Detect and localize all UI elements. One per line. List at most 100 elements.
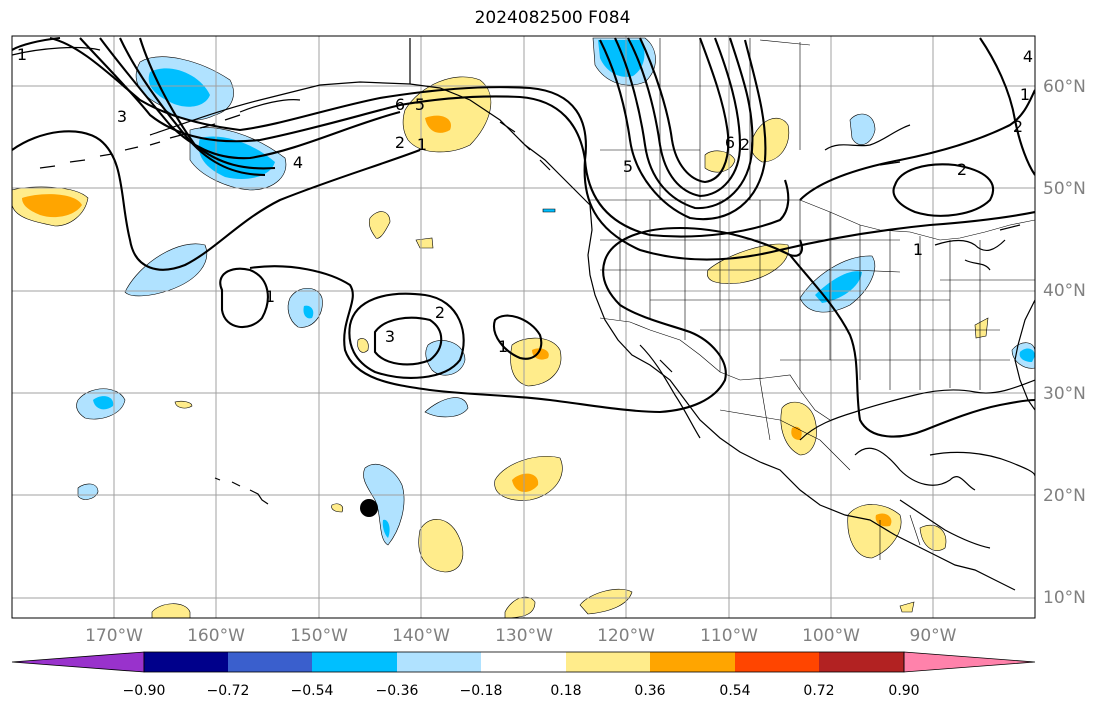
pos-area-west-core	[22, 194, 82, 218]
pos-area-gulf-alaska	[402, 76, 492, 153]
colorbar-segment	[228, 652, 312, 672]
lat-label: 50°N	[1043, 179, 1086, 199]
colorbar-tick-label: −0.72	[206, 683, 250, 699]
neg-area-plains-core	[815, 271, 862, 303]
contour-ridge-1	[599, 39, 767, 221]
neg-area-east-core	[1019, 348, 1035, 362]
lat-label: 30°N	[1043, 384, 1086, 404]
contour-labels: 6 5 4 3 3 2 2 2 2 2 1 1 1 1 1 1 5 6 4	[17, 45, 1033, 356]
contour-ridge-2	[614, 37, 754, 210]
positive-anomaly-areas	[12, 76, 989, 618]
colorbar-tick-label: 0.72	[803, 683, 835, 699]
contour-label: 1	[417, 135, 427, 154]
contour-label: 2	[395, 133, 405, 152]
canada-provinces	[600, 38, 811, 200]
pos-area-sth2	[504, 596, 536, 618]
contour-closed-2	[348, 292, 465, 379]
colorbar-segment	[481, 652, 566, 672]
pos-area-gulf-alaska-core	[425, 115, 451, 133]
lon-label: 110°W	[700, 626, 758, 646]
contour-4	[99, 37, 401, 160]
neg-area-small	[542, 208, 556, 213]
neg-area-hawaii-core	[382, 519, 390, 538]
contour-1-se	[789, 254, 1035, 438]
bc-islands	[499, 121, 551, 171]
coastlines	[12, 38, 1035, 591]
graticule	[12, 36, 1035, 618]
great-lakes	[934, 224, 1021, 271]
map-area: 6 5 4 3 3 2 2 2 2 2 1 1 1 1 1 1 5 6 4	[12, 36, 1035, 618]
colorbar-segment	[819, 652, 904, 672]
lon-label: 170°W	[85, 626, 143, 646]
colorbar-tick-label: −0.18	[459, 683, 503, 699]
contour-1-north	[12, 130, 421, 271]
contour-label: 2	[740, 135, 750, 154]
contour-ridge-3	[627, 37, 742, 198]
location-marker	[360, 499, 378, 517]
pos-area-mid	[510, 337, 562, 387]
pos-area-subtrop-core	[512, 473, 539, 492]
gulf-coast	[799, 379, 1035, 441]
aleutian-chain	[39, 114, 241, 169]
lat-label: 40°N	[1043, 281, 1086, 301]
contour-label: 2	[435, 303, 445, 322]
contour-closed-1b	[492, 314, 543, 360]
colorbar-tick-label: −0.36	[375, 683, 419, 699]
contour-label: 3	[117, 107, 127, 126]
lon-label: 100°W	[802, 626, 860, 646]
contour-label: 1	[265, 287, 275, 306]
contour-label: 2	[957, 160, 967, 179]
pos-area-small5	[331, 503, 343, 513]
lon-label: 90°W	[909, 626, 957, 646]
colorbar	[11, 651, 1036, 673]
colorbar-frame	[143, 651, 905, 673]
contour-label: 1	[498, 337, 508, 356]
contour-label: 4	[1023, 47, 1033, 66]
neg-area-npac2-core	[303, 305, 314, 319]
lon-label: 130°W	[495, 626, 553, 646]
colorbar-tick-label: 0.36	[634, 683, 666, 699]
colorbar-segment	[312, 652, 397, 672]
pos-area-hawaii-e	[418, 519, 464, 573]
contour-6	[138, 37, 276, 170]
colorbar-segment	[144, 652, 228, 672]
contour-2-ne	[979, 37, 1035, 176]
contour-label: 1	[1020, 85, 1030, 104]
contour-1-large	[249, 226, 803, 414]
map-frame	[11, 35, 1036, 619]
neg-area-hawaii	[363, 464, 405, 546]
contour-label: 1	[17, 45, 27, 64]
colorbar-tick-label: 0.18	[550, 683, 582, 699]
pos-area-sth1	[151, 603, 191, 618]
map-title: 2024082500 F084	[474, 8, 631, 28]
colorbar-tick-label: 0.90	[888, 683, 920, 699]
lon-label: 150°W	[290, 626, 348, 646]
colorbar-segment	[650, 652, 735, 672]
lat-label: 10°N	[1043, 588, 1086, 608]
contour-2-east	[892, 163, 995, 217]
neg-area-npac6	[77, 483, 99, 500]
pos-area-sth3	[579, 588, 633, 615]
colorbar-segment	[566, 652, 650, 672]
pos-area-mid-core	[532, 348, 549, 360]
yucatan	[854, 447, 976, 491]
pos-area-central-am-core	[875, 513, 892, 527]
us-canada-border	[590, 199, 1035, 241]
pos-area-small1	[368, 211, 391, 239]
us-mexico-border	[599, 317, 831, 421]
neg-area-npac4-core	[93, 396, 114, 410]
political-borders	[590, 38, 1035, 560]
alaska-peninsula	[239, 38, 411, 113]
colorbar-min-extend	[11, 651, 145, 673]
contour-5	[119, 37, 266, 177]
lat-label: 60°N	[1043, 77, 1086, 97]
contour-closed-3	[373, 316, 443, 366]
contour-lines	[12, 36, 1035, 438]
contour-label: 3	[385, 327, 395, 346]
pos-area-sth4	[899, 601, 915, 613]
state-lines	[600, 200, 1035, 390]
pos-area-east2	[974, 317, 989, 339]
contour-label: 6	[725, 133, 735, 152]
contour-2	[49, 36, 1035, 261]
